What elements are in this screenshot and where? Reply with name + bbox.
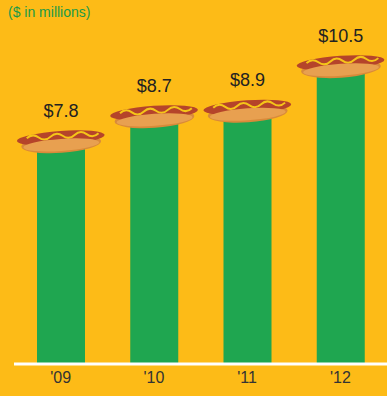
- svg-text:$10.5: $10.5: [318, 26, 363, 46]
- svg-text:$8.7: $8.7: [137, 76, 172, 96]
- svg-text:$8.9: $8.9: [230, 70, 265, 90]
- svg-text:'12: '12: [330, 369, 351, 386]
- svg-text:'10: '10: [143, 369, 164, 386]
- svg-text:'09: '09: [50, 369, 71, 386]
- svg-text:$7.8: $7.8: [43, 101, 78, 121]
- html-text:($ in millions): ($ in millions): [8, 4, 91, 20]
- svg-text:'11: '11: [237, 369, 257, 386]
